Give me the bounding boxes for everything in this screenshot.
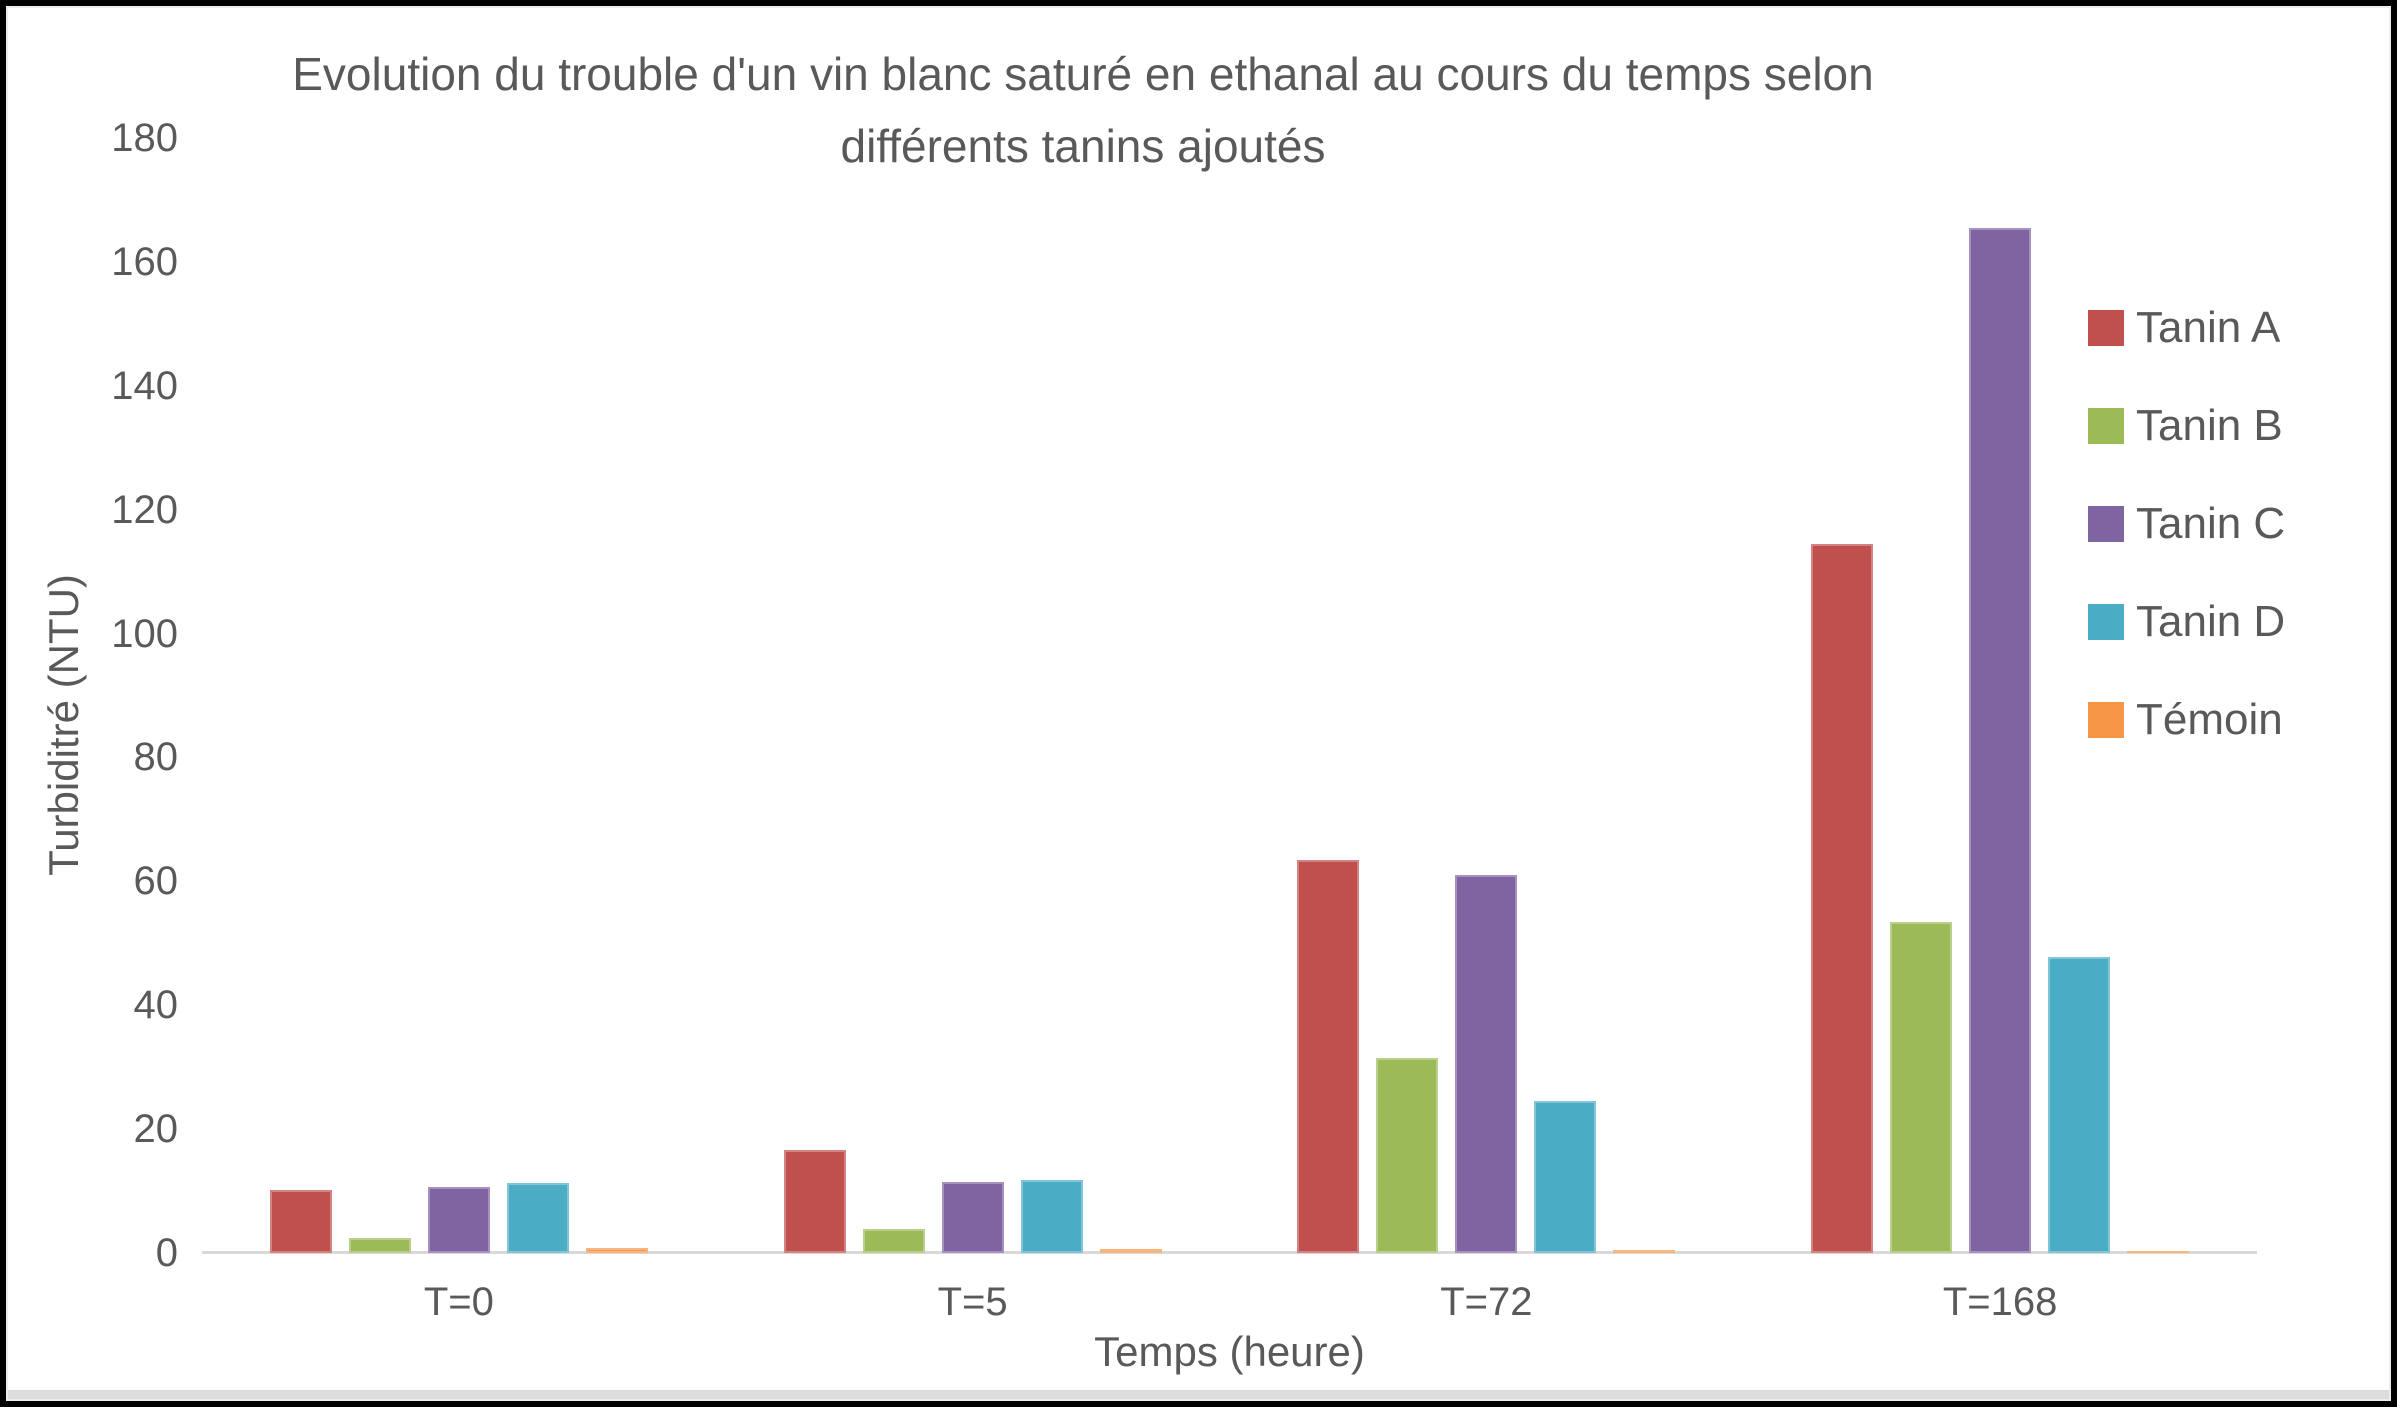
- bar-tanin-b: [348, 1238, 411, 1253]
- x-tick-label: T=72: [1440, 1280, 1533, 1324]
- bar-t-moin: [1099, 1249, 1162, 1253]
- legend-label: Témoin: [2136, 695, 2283, 744]
- window-bottom-edge: [8, 1390, 2389, 1399]
- legend-item-tanin-c: Tanin C: [2088, 499, 2285, 549]
- y-tick-label: 0: [155, 1231, 178, 1275]
- bar-tanin-b: [1890, 921, 1953, 1253]
- legend: Tanin A Tanin B Tanin C Tanin D Témoin: [2088, 303, 2285, 745]
- legend-item-tanin-d: Tanin D: [2088, 597, 2285, 647]
- bar-tanin-c: [941, 1181, 1004, 1253]
- bar-tanin-b: [862, 1228, 925, 1253]
- bar-group-t-72: [1230, 138, 1744, 1253]
- legend-swatch-icon: [2088, 506, 2124, 542]
- legend-item-tanin-b: Tanin B: [2088, 401, 2285, 451]
- y-tick-label: 160: [111, 239, 178, 284]
- chart-title: Evolution du trouble d'un vin blanc satu…: [8, 38, 2158, 182]
- y-tick-label: 140: [111, 363, 178, 408]
- bar-t-moin: [585, 1248, 648, 1253]
- bar-t-moin: [1613, 1249, 1676, 1253]
- legend-item-t-moin: Témoin: [2088, 695, 2285, 745]
- chart-title-line-1: Evolution du trouble d'un vin blanc satu…: [292, 48, 1874, 100]
- legend-swatch-icon: [2088, 310, 2124, 346]
- bar-tanin-a: [1297, 859, 1360, 1253]
- bar-group-t-0: [202, 138, 716, 1253]
- bar-tanin-a: [269, 1189, 332, 1253]
- chart-canvas: Evolution du trouble d'un vin blanc satu…: [6, 6, 2391, 1401]
- legend-swatch-icon: [2088, 604, 2124, 640]
- y-tick-label: 80: [133, 735, 179, 780]
- legend-item-tanin-a: Tanin A: [2088, 303, 2285, 353]
- x-tick-label: T=0: [423, 1280, 494, 1324]
- bar-tanin-d: [506, 1183, 569, 1253]
- bar-tanin-c: [1455, 875, 1518, 1253]
- legend-swatch-icon: [2088, 408, 2124, 444]
- y-tick-label: 180: [111, 116, 178, 160]
- x-tick-label: T=5: [937, 1280, 1008, 1324]
- y-tick-label: 120: [111, 487, 178, 532]
- y-tick-label: 20: [133, 1107, 179, 1152]
- y-tick-label: 60: [133, 859, 179, 904]
- bar-tanin-a: [1811, 543, 1874, 1253]
- bar-tanin-d: [2048, 956, 2111, 1253]
- chart-title-line-2: différents tanins ajoutés: [840, 120, 1326, 172]
- legend-swatch-icon: [2088, 702, 2124, 738]
- bar-tanin-c: [427, 1186, 490, 1253]
- y-tick-label: 100: [111, 611, 178, 656]
- y-axis-title: Turbiditré (NTU): [40, 574, 87, 876]
- bar-tanin-a: [783, 1150, 846, 1253]
- legend-label: Tanin C: [2136, 499, 2286, 548]
- legend-label: Tanin D: [2136, 597, 2286, 646]
- legend-label: Tanin B: [2136, 401, 2283, 450]
- bar-group-t-5: [716, 138, 1230, 1253]
- legend-label: Tanin A: [2136, 303, 2281, 352]
- x-axis-line: [202, 1251, 2257, 1254]
- x-tick-label: T=168: [1942, 1280, 2058, 1324]
- bar-group-t-168: [1743, 138, 2257, 1253]
- y-tick-label: 40: [133, 983, 179, 1028]
- bar-t-moin: [2127, 1250, 2190, 1253]
- bar-tanin-c: [1969, 227, 2032, 1253]
- bar-tanin-d: [1534, 1101, 1597, 1253]
- bar-tanin-d: [1020, 1179, 1083, 1253]
- bar-tanin-b: [1376, 1057, 1439, 1253]
- x-axis-title: Temps (heure): [1094, 1328, 1365, 1375]
